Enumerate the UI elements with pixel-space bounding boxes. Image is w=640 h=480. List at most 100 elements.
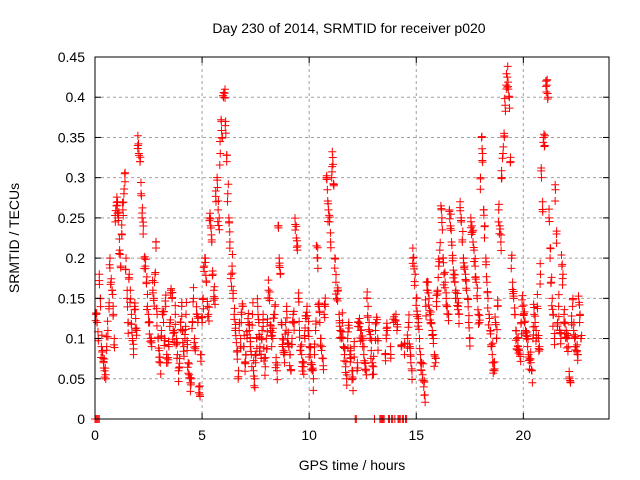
data-point <box>217 115 226 124</box>
y-tick-labels: 0 0.05 0.1 0.15 0.2 0.25 0.3 0.35 0.4 0.45 <box>58 49 85 427</box>
data-point <box>286 350 295 359</box>
data-point <box>554 312 563 321</box>
data-point <box>445 214 454 223</box>
data-point <box>274 223 283 232</box>
data-point <box>362 294 371 303</box>
data-point <box>562 343 571 352</box>
data-point <box>131 305 140 314</box>
data-point <box>137 178 146 187</box>
data-point <box>461 275 470 284</box>
data-point <box>522 327 531 336</box>
data-point <box>270 310 279 319</box>
data-point <box>313 264 322 273</box>
data-point <box>328 162 337 171</box>
data-point <box>431 354 440 363</box>
data-point <box>355 314 364 323</box>
data-point <box>368 370 377 379</box>
data-point <box>237 308 246 317</box>
data-point <box>503 82 512 91</box>
data-point <box>318 342 327 351</box>
y-tick-label: 0.25 <box>58 210 85 226</box>
data-point <box>216 149 225 158</box>
data-point <box>219 88 228 97</box>
data-point <box>132 331 141 340</box>
data-point <box>488 339 497 348</box>
data-point <box>533 304 542 313</box>
data-point <box>548 294 557 303</box>
data-point <box>260 356 269 365</box>
data-point <box>382 331 391 340</box>
data-point <box>415 334 424 343</box>
data-point <box>539 130 548 139</box>
data-point <box>575 300 584 309</box>
data-point <box>285 361 294 370</box>
data-point <box>442 300 451 309</box>
data-point <box>536 259 545 268</box>
data-point <box>231 331 240 340</box>
data-point <box>374 346 383 355</box>
data-point <box>574 292 583 301</box>
data-point <box>228 262 237 271</box>
data-point <box>141 255 150 264</box>
data-point <box>91 316 100 325</box>
data-point <box>235 326 244 335</box>
data-point <box>480 222 489 231</box>
data-point <box>524 335 533 344</box>
data-point <box>435 246 444 255</box>
data-point <box>354 317 363 326</box>
data-point <box>428 330 437 339</box>
data-point <box>415 344 424 353</box>
data-point <box>436 238 445 247</box>
data-point <box>142 279 151 288</box>
data-point <box>533 290 542 299</box>
data-point <box>406 352 415 361</box>
data-point <box>516 319 525 328</box>
data-point <box>221 129 230 138</box>
data-point <box>471 262 480 271</box>
data-point <box>483 287 492 296</box>
data-point <box>131 324 140 333</box>
data-point <box>294 288 303 297</box>
data-point <box>469 243 478 252</box>
data-point <box>410 264 419 273</box>
data-point <box>208 271 217 280</box>
data-point <box>420 378 429 387</box>
data-point <box>214 196 223 205</box>
data-point <box>127 328 136 337</box>
data-point <box>108 290 117 299</box>
data-point <box>324 199 333 208</box>
data-point <box>535 345 544 354</box>
data-point <box>358 336 367 345</box>
data-point <box>331 254 340 263</box>
data-point <box>127 310 136 319</box>
data-point <box>232 338 241 347</box>
data-point <box>132 324 141 333</box>
data-point <box>174 377 183 386</box>
data-point <box>469 226 478 235</box>
data-point <box>263 327 272 336</box>
data-points <box>91 62 586 423</box>
data-point <box>446 210 455 219</box>
data-point <box>450 270 459 279</box>
data-point <box>356 326 365 335</box>
data-point <box>261 362 270 371</box>
data-point <box>494 200 503 209</box>
data-point <box>451 288 460 297</box>
data-point <box>435 257 444 266</box>
data-point <box>414 325 423 334</box>
data-point <box>364 302 373 311</box>
data-point <box>545 205 554 214</box>
data-point <box>361 359 370 368</box>
data-point <box>200 254 209 263</box>
data-point <box>180 330 189 339</box>
data-point <box>213 183 222 192</box>
data-point <box>246 337 255 346</box>
data-point <box>217 126 226 135</box>
data-point <box>440 283 449 292</box>
data-point <box>164 353 173 362</box>
data-point <box>464 295 473 304</box>
data-point <box>238 299 247 308</box>
data-point <box>223 189 232 198</box>
data-point <box>485 314 494 323</box>
data-point <box>159 307 168 316</box>
